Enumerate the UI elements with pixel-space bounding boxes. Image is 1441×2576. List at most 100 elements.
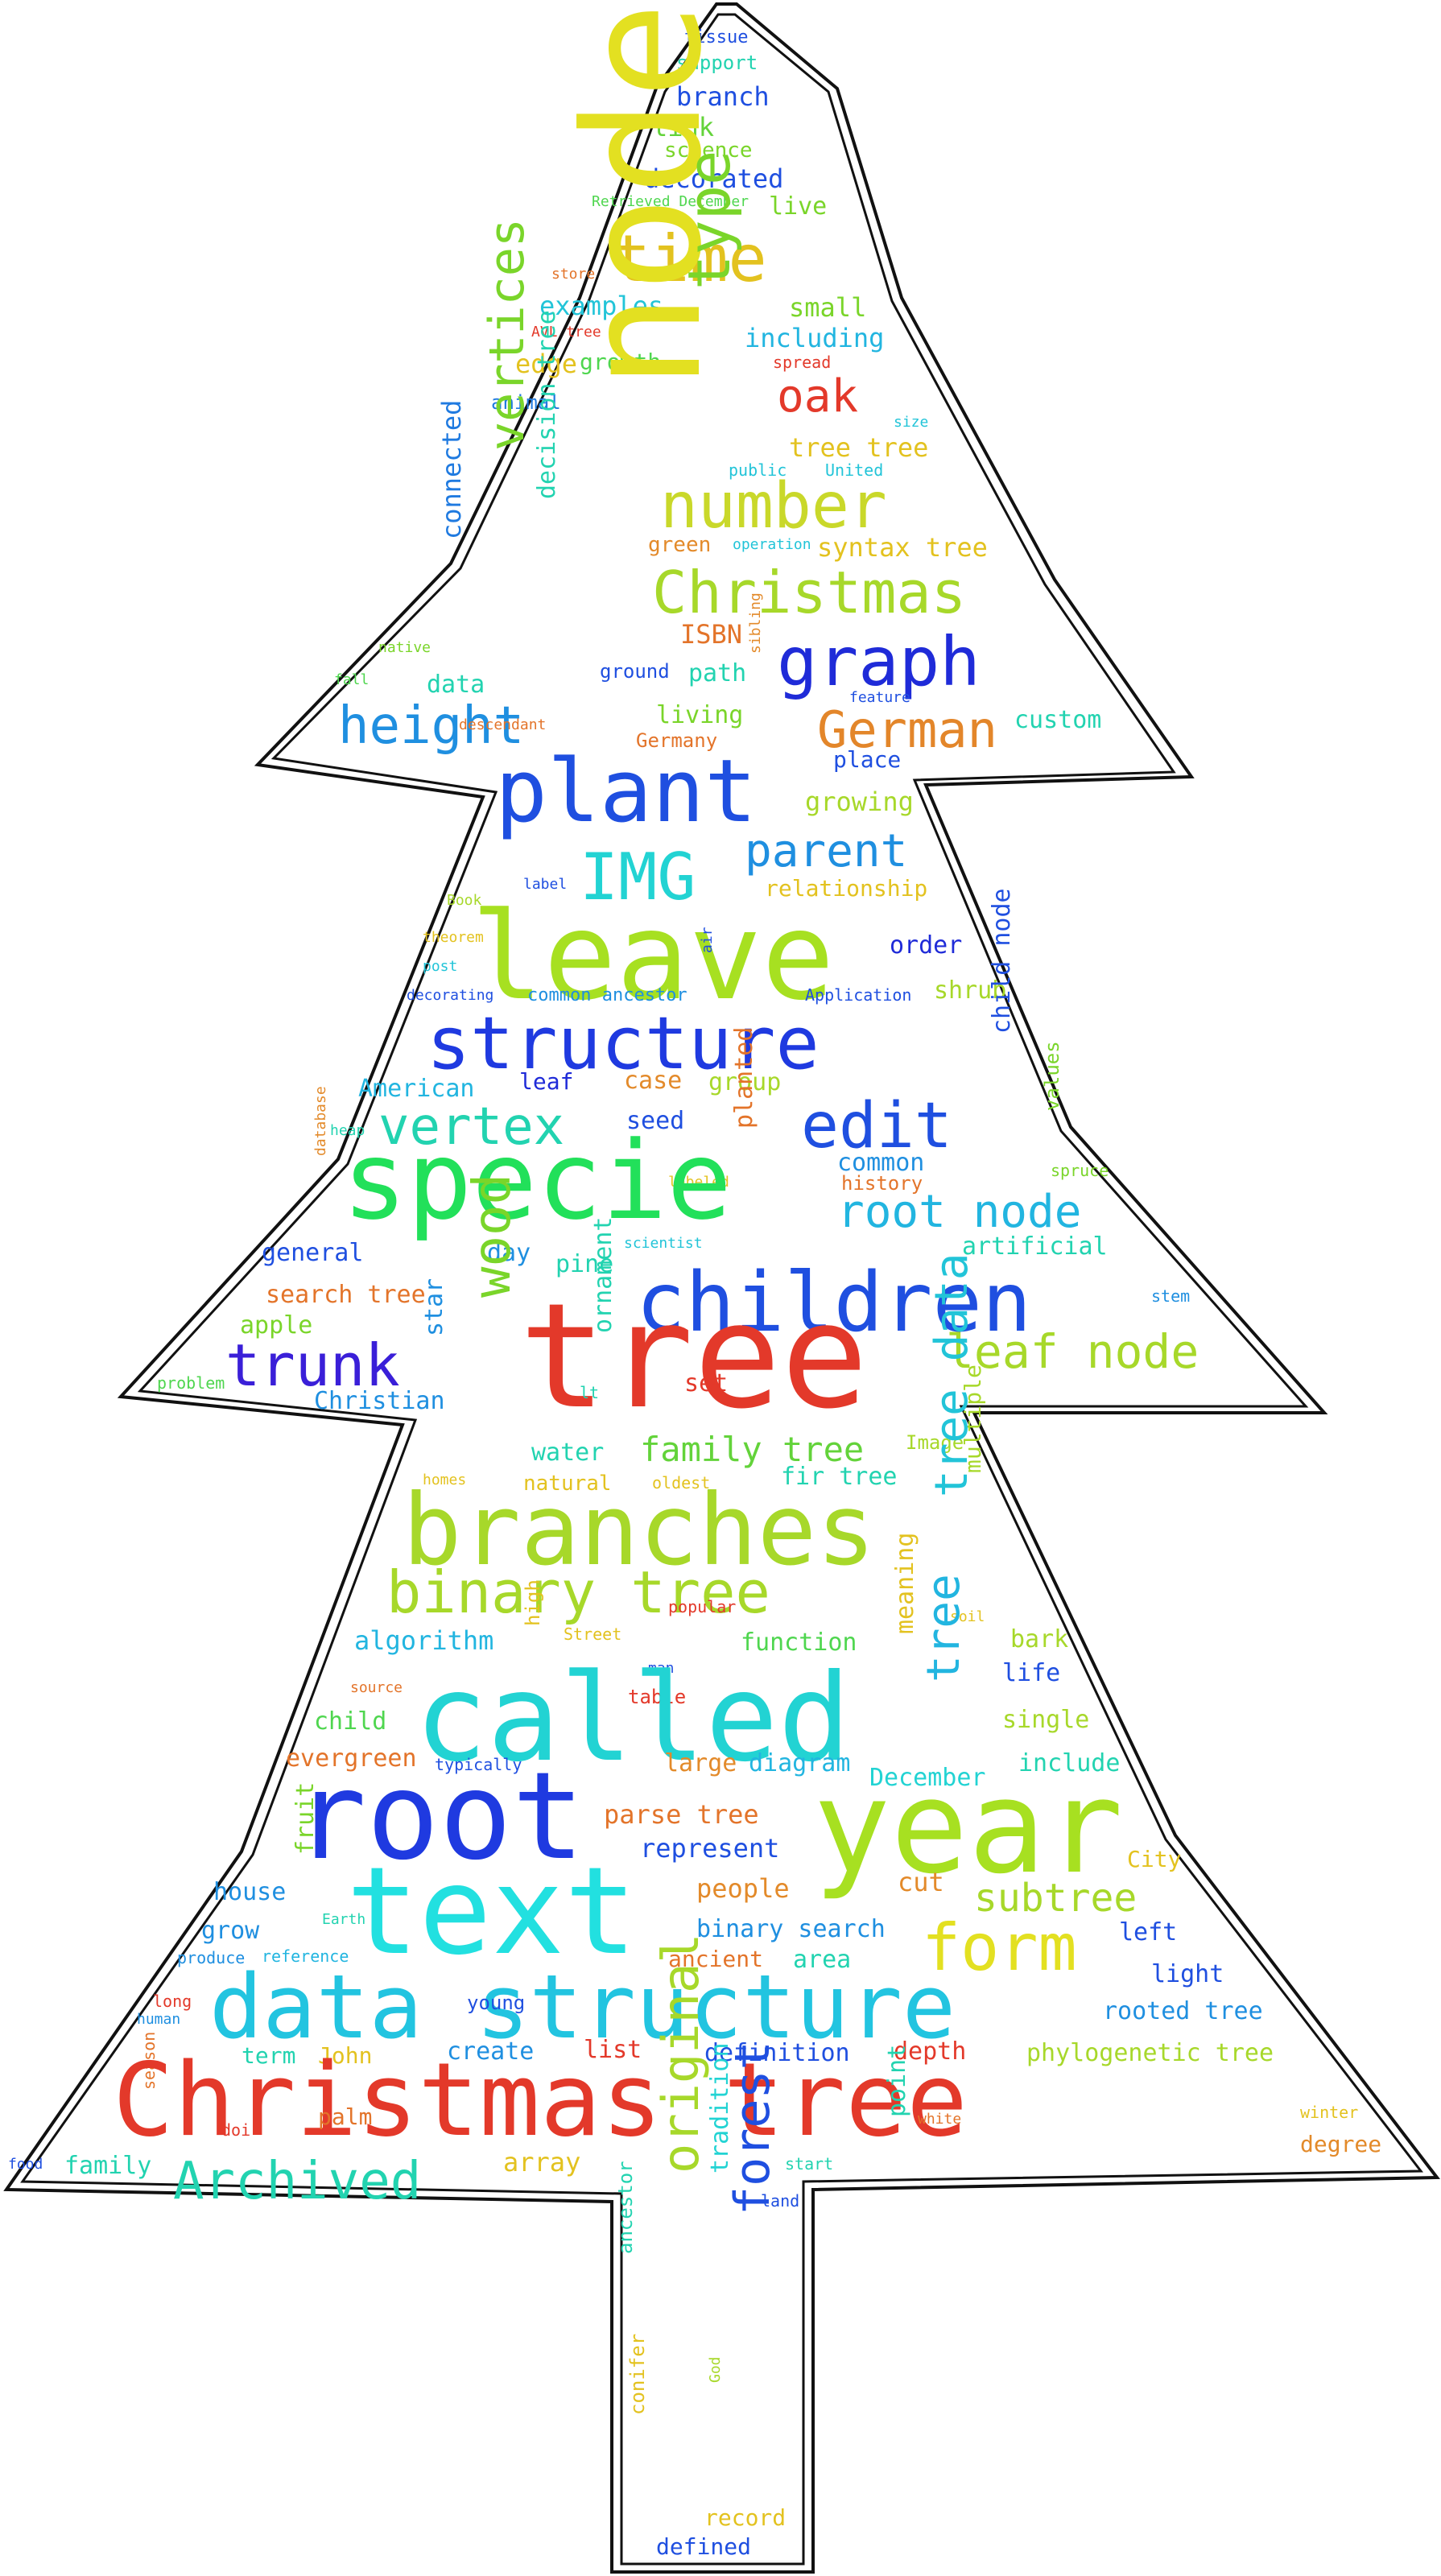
cloud-word: animal <box>491 391 561 414</box>
cloud-word: ISBN <box>680 619 743 650</box>
cloud-word: source <box>350 1679 403 1696</box>
cloud-word: tree tree <box>789 432 929 463</box>
cloud-word: God <box>707 2356 724 2383</box>
cloud-word: meaning <box>891 1532 919 1634</box>
cloud-word: decorating <box>407 987 494 1004</box>
cloud-word: science <box>664 138 753 163</box>
cloud-word: growing <box>805 786 914 817</box>
cloud-word: Germany <box>636 729 718 752</box>
cloud-word: evergreen <box>286 1744 417 1773</box>
cloud-word: American <box>358 1075 475 1103</box>
cloud-word: water <box>531 1439 605 1467</box>
cloud-word: native <box>378 639 431 656</box>
cloud-word: large <box>664 1749 737 1777</box>
cloud-word: time <box>612 221 767 296</box>
cloud-word: root node <box>837 1186 1082 1238</box>
cloud-word: general <box>262 1239 364 1267</box>
cloud-word: size <box>894 414 929 431</box>
cloud-word: values <box>1041 1041 1063 1111</box>
cloud-word: post <box>423 958 458 975</box>
cloud-word: planted <box>730 1026 758 1129</box>
cloud-word: branch <box>676 81 770 112</box>
cloud-word: store <box>551 266 596 283</box>
cloud-word: set <box>684 1369 729 1397</box>
cloud-word: tree <box>918 1574 970 1682</box>
cloud-word: spruce <box>1051 1161 1109 1180</box>
cloud-word: small <box>789 292 867 323</box>
cloud-word: palm <box>318 2103 373 2130</box>
cloud-word: fruit <box>291 1781 320 1855</box>
cloud-word: root <box>294 1747 585 1887</box>
cloud-word: growth <box>580 349 662 375</box>
cloud-word: path <box>688 659 747 687</box>
cloud-word: case <box>624 1067 683 1095</box>
cloud-word: data <box>427 671 485 699</box>
cloud-word: table <box>628 1686 687 1708</box>
cloud-word: child <box>314 1707 387 1736</box>
cloud-word: air <box>699 927 716 953</box>
cloud-word: reference <box>262 1946 349 1966</box>
cloud-word: wood <box>463 1173 522 1298</box>
cloud-word: Image <box>906 1431 964 1454</box>
cloud-word: spread <box>773 353 832 372</box>
cloud-word: edge <box>515 349 578 379</box>
tree-silhouette-outer <box>3 2 1440 2574</box>
cloud-word: history <box>841 1172 923 1195</box>
cloud-word: support <box>676 52 758 74</box>
cloud-word: artificial <box>962 1232 1108 1261</box>
cloud-word: common <box>837 1149 925 1177</box>
cloud-word: edit <box>801 1090 952 1162</box>
cloud-word: type <box>675 150 743 290</box>
cloud-word: subtree <box>974 1876 1138 1921</box>
cloud-word: vertices <box>479 218 535 451</box>
cloud-word: City <box>1127 1846 1182 1872</box>
cloud-word: popular <box>668 1597 737 1616</box>
cloud-word: feature <box>849 689 910 706</box>
cloud-word: December <box>869 1764 986 1792</box>
cloud-word: doi <box>221 2120 251 2140</box>
cloud-word: tree <box>519 1273 869 1441</box>
cloud-word: live <box>769 192 828 221</box>
cloud-word: bark <box>1010 1625 1069 1653</box>
cloud-word: high <box>522 1579 544 1626</box>
cloud-word: Christian <box>314 1387 445 1415</box>
cloud-word: stem <box>1151 1286 1191 1306</box>
cloud-word: text <box>346 1842 638 1982</box>
cloud-word: branches <box>403 1473 876 1587</box>
cloud-word: algorithm <box>354 1625 494 1656</box>
cloud-word: trunk <box>225 1331 400 1399</box>
cloud-word: Application <box>805 985 912 1005</box>
cloud-word: food <box>8 2156 43 2173</box>
cloud-word: database <box>312 1086 329 1156</box>
cloud-word: tree data <box>926 1253 978 1497</box>
cloud-word: custom <box>1014 706 1102 734</box>
cloud-word: apple <box>240 1311 313 1340</box>
cloud-word: single <box>1002 1706 1090 1734</box>
cloud-word: left <box>1119 1918 1178 1946</box>
cloud-word: green <box>648 533 712 557</box>
cloud-word: theorem <box>423 929 484 946</box>
cloud-word: sibling <box>747 592 764 654</box>
cloud-word: cut <box>898 1867 944 1897</box>
cloud-word: group <box>708 1068 782 1096</box>
cloud-word: shrub <box>934 976 1007 1005</box>
cloud-word: data structure <box>209 1955 956 2058</box>
cloud-word: Christmas <box>652 559 967 626</box>
cloud-word: winter <box>1300 2103 1359 2122</box>
cloud-word: ground <box>600 660 670 683</box>
cloud-word: array <box>503 2147 581 2178</box>
cloud-word: parent <box>745 825 908 877</box>
cloud-word: label <box>523 876 568 893</box>
cloud-word: defined <box>656 2533 752 2560</box>
cloud-word: Street <box>564 1624 622 1644</box>
cloud-word: day <box>487 1239 531 1267</box>
cloud-word: family tree <box>640 1430 865 1469</box>
cloud-word: common ancestor <box>527 985 687 1005</box>
cloud-word: Earth <box>322 1911 366 1928</box>
cloud-word: man <box>648 1660 675 1677</box>
cloud-word: natural <box>523 1472 612 1496</box>
cloud-word: leave <box>471 887 835 1027</box>
cloud-word: area <box>793 1946 852 1974</box>
cloud-word: United <box>825 460 884 480</box>
